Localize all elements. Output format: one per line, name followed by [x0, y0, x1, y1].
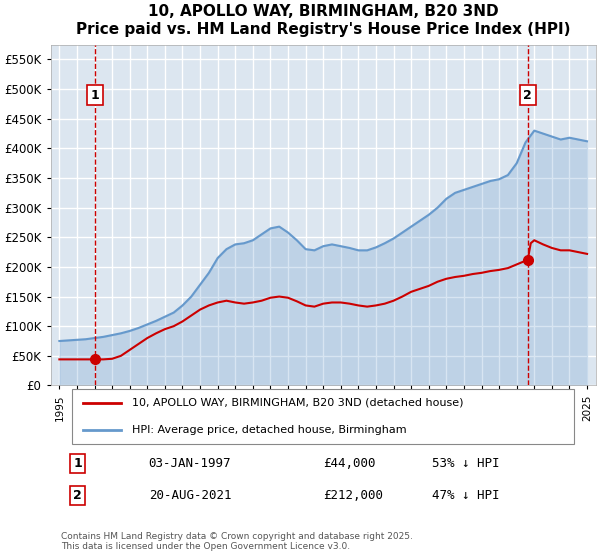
Text: £212,000: £212,000 [323, 489, 383, 502]
Text: 03-JAN-1997: 03-JAN-1997 [149, 457, 231, 470]
Title: 10, APOLLO WAY, BIRMINGHAM, B20 3ND
Price paid vs. HM Land Registry's House Pric: 10, APOLLO WAY, BIRMINGHAM, B20 3ND Pric… [76, 4, 571, 36]
Text: 53% ↓ HPI: 53% ↓ HPI [432, 457, 500, 470]
Text: Contains HM Land Registry data © Crown copyright and database right 2025.
This d: Contains HM Land Registry data © Crown c… [61, 532, 413, 552]
Text: £44,000: £44,000 [323, 457, 376, 470]
Text: 10, APOLLO WAY, BIRMINGHAM, B20 3ND (detached house): 10, APOLLO WAY, BIRMINGHAM, B20 3ND (det… [133, 398, 464, 408]
Text: HPI: Average price, detached house, Birmingham: HPI: Average price, detached house, Birm… [133, 424, 407, 435]
FancyBboxPatch shape [73, 389, 574, 444]
Text: 2: 2 [73, 489, 82, 502]
Text: 47% ↓ HPI: 47% ↓ HPI [432, 489, 500, 502]
Text: 20-AUG-2021: 20-AUG-2021 [149, 489, 231, 502]
Text: 2: 2 [523, 88, 532, 101]
Text: 1: 1 [73, 457, 82, 470]
Text: 1: 1 [91, 88, 99, 101]
